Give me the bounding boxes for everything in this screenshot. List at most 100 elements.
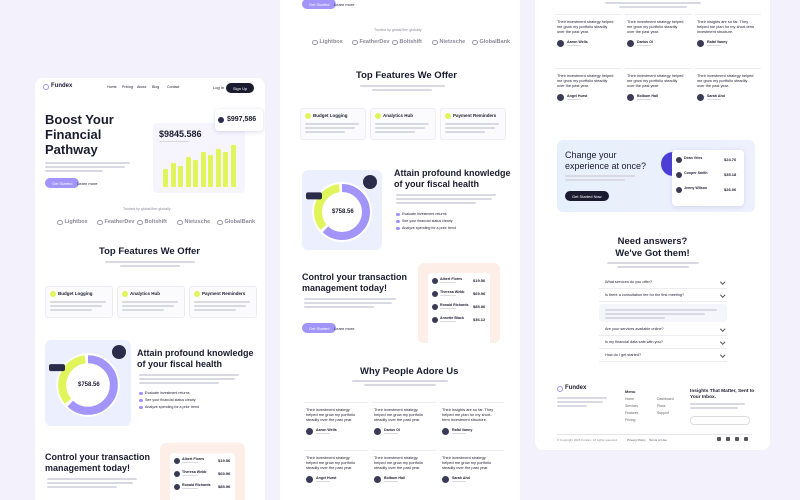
placeholder-text	[50, 301, 106, 303]
footer-link: Pricing	[625, 418, 636, 422]
social-icon[interactable]	[735, 437, 739, 441]
faq-question[interactable]: Are your services available online?	[605, 327, 664, 331]
testimonial-name: Rafal Vanny	[707, 40, 728, 44]
avatar	[174, 471, 180, 477]
placeholder-text	[567, 45, 581, 47]
transactions-card: Albert Flores $19.56 Theresa Webb $69.96 Ron…	[160, 443, 245, 500]
cta-list-name: Cooper Smith	[684, 171, 708, 175]
nav-link[interactable]: About	[137, 85, 147, 89]
bullet-icon	[396, 226, 400, 230]
footer: Fundex Menu Home Services Features Pricing Das…	[557, 385, 754, 445]
control-title: Control your transaction	[302, 272, 408, 282]
logo-icon	[557, 386, 563, 392]
privacy-link[interactable]: Privacy Policy	[627, 438, 646, 442]
placeholder-text	[605, 317, 665, 319]
placeholder-text	[305, 127, 355, 129]
placeholder-text	[305, 123, 359, 125]
footer-brand: Fundex	[565, 385, 587, 391]
nav-link[interactable]: Home	[107, 85, 117, 89]
avatar	[557, 94, 564, 101]
transaction-amount: $69.96	[218, 471, 231, 476]
logo-icon	[57, 219, 63, 225]
faq-question[interactable]: Is there a consultation fee for the firs…	[605, 293, 685, 297]
placeholder-text	[557, 401, 603, 403]
avatar	[432, 278, 438, 284]
avatar	[627, 94, 634, 101]
placeholder-text	[452, 481, 466, 483]
nav-link[interactable]: Pricing	[122, 85, 133, 89]
card-balance: $997,586	[227, 116, 257, 123]
avatar	[557, 40, 564, 47]
testimonial-card: Their investment strategy helped me grow…	[625, 14, 691, 63]
hero-bar	[193, 159, 198, 187]
faq-divider	[599, 301, 727, 302]
feature-name: Payment Reminders	[453, 113, 497, 118]
terms-link[interactable]: Terms of Use	[649, 438, 667, 442]
placeholder-text	[607, 262, 699, 264]
placeholder-text	[47, 486, 117, 488]
feature-card: Payment Reminders	[189, 286, 257, 318]
faq-question[interactable]: Is my financial data safe with you?	[605, 340, 663, 344]
bullet-text: Evaluate investment returns	[145, 391, 190, 395]
donut-chart	[49, 345, 126, 417]
placeholder-text	[396, 198, 492, 200]
avatar	[432, 291, 438, 297]
social-icon[interactable]	[744, 437, 748, 441]
cta-list-amount: $26.06	[724, 187, 737, 192]
fiscal-illustration: $758.56	[302, 170, 382, 250]
social-icon[interactable]	[726, 437, 730, 441]
newsletter-title: Your Inbox.	[690, 395, 717, 400]
footer-menu-title: Menu	[625, 389, 636, 394]
placeholder-text	[617, 266, 689, 268]
placeholder-text	[194, 309, 236, 311]
testimonial-quote: Their insights are so far. They helped m…	[697, 19, 755, 34]
cta-title: Change your	[565, 150, 617, 160]
logo-name: Boltshift	[399, 39, 422, 45]
button[interactable]: Get Started	[45, 178, 80, 188]
testimonial-card: Their investment strategy helped me grow…	[695, 68, 761, 117]
avatar	[306, 476, 313, 483]
learn-more[interactable]: Learn more	[334, 2, 355, 7]
placeholder-text	[690, 407, 738, 409]
button[interactable]: Get Started Now	[565, 191, 609, 201]
button[interactable]: Get Started	[302, 0, 337, 9]
faq-title: We've Got them!	[615, 248, 690, 259]
login-link[interactable]: Log In	[213, 85, 225, 90]
faq-chevron	[720, 352, 726, 358]
testimonial-name: Rafal Vanny	[452, 428, 473, 432]
testimonial-quote: Their investment strategy helped me grow…	[557, 19, 614, 34]
learn-more[interactable]: Learn more	[334, 326, 355, 331]
placeholder-text	[707, 45, 721, 47]
testimonial-name: Aaron Wells	[567, 40, 588, 44]
nav-link[interactable]: Contact	[167, 85, 180, 89]
cta-list-name: Jenny Wilson	[684, 186, 708, 190]
fiscal-title: Attain profound knowledge	[394, 168, 511, 178]
nav-link[interactable]: Blog	[152, 85, 160, 89]
transaction-amount: $85.96	[473, 304, 486, 309]
transaction-amount: $85.96	[218, 484, 231, 489]
placeholder-text	[50, 309, 92, 311]
logo-icon	[43, 84, 49, 90]
placeholder-text	[372, 89, 432, 91]
testimonial-quote: Their investment strategy helped me grow…	[306, 455, 355, 470]
placeholder-text	[605, 313, 705, 315]
placeholder-text	[440, 321, 456, 323]
transaction-name: Theresa Webb	[440, 290, 465, 294]
button[interactable]: Sign Up	[226, 83, 255, 93]
panel-right: Their investment strategy helped me grow…	[535, 0, 770, 450]
faq-question[interactable]: How do I get started?	[605, 353, 642, 357]
placeholder-text	[139, 378, 235, 380]
feature-name: Payment Reminders	[202, 291, 246, 296]
learn-more[interactable]: Learn more	[77, 181, 98, 186]
feature-name: Analytics Hub	[130, 291, 161, 296]
button[interactable]: Get Started	[302, 323, 337, 333]
placeholder-text	[619, 6, 687, 8]
brand: Fundex	[51, 83, 73, 89]
feature-icon	[122, 291, 128, 297]
social-icon[interactable]	[717, 437, 721, 441]
faq-question[interactable]: What services do you offer?	[605, 280, 652, 284]
placeholder-text	[375, 127, 425, 129]
email-input[interactable]	[690, 416, 750, 425]
testimonial-card: Their insights are so far. They helped m…	[440, 402, 504, 445]
logo-icon	[392, 39, 398, 45]
